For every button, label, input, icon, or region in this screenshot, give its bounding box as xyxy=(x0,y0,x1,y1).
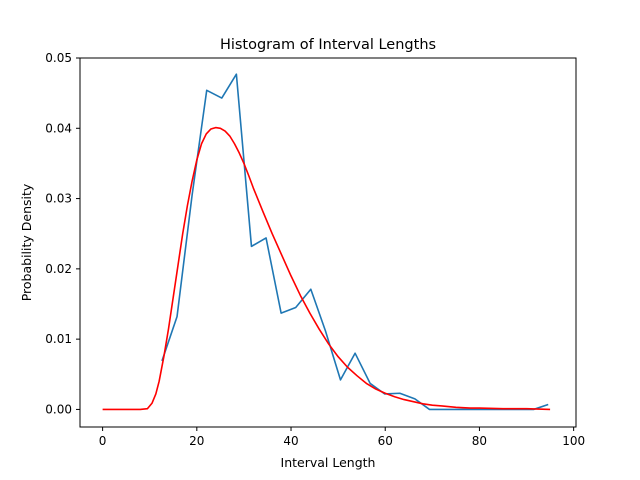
y-tick-label: 0.03 xyxy=(45,192,72,206)
y-tick-label: 0.01 xyxy=(45,332,72,346)
chart-title: Histogram of Interval Lengths xyxy=(220,37,436,53)
axes-frame xyxy=(79,57,577,428)
x-tick-label: 0 xyxy=(99,434,107,448)
x-tick-label: 40 xyxy=(283,434,298,448)
plot-area xyxy=(102,73,551,411)
y-tick-label: 0.00 xyxy=(45,402,72,416)
y-tick-label: 0.04 xyxy=(45,121,72,135)
y-axis-label: Probability Density xyxy=(19,183,34,301)
y-tick-label: 0.05 xyxy=(45,51,72,65)
x-axis-label: Interval Length xyxy=(281,455,376,470)
series-line-histogram xyxy=(161,73,549,411)
series-line-fit xyxy=(102,126,551,411)
x-axis: 0 20 40 60 80 100 xyxy=(99,427,585,448)
x-tick-label: 80 xyxy=(472,434,487,448)
y-tick-label: 0.02 xyxy=(45,262,72,276)
x-tick-label: 60 xyxy=(378,434,393,448)
y-axis: 0.00 0.01 0.02 0.03 0.04 0.05 xyxy=(45,51,80,416)
x-tick-label: 20 xyxy=(189,434,204,448)
x-tick-label: 100 xyxy=(562,434,585,448)
